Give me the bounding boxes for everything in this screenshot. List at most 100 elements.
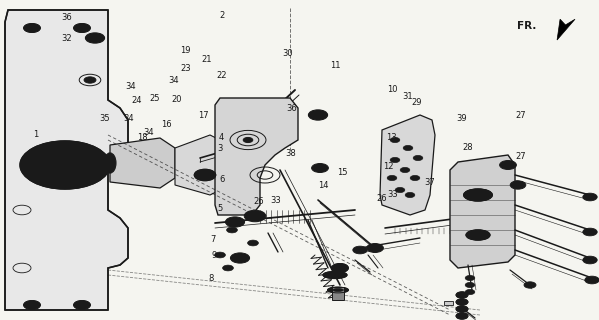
Text: 2: 2 <box>219 11 224 20</box>
Ellipse shape <box>470 192 485 198</box>
Text: 14: 14 <box>318 181 329 190</box>
Ellipse shape <box>464 189 492 201</box>
Circle shape <box>465 283 475 288</box>
Text: 23: 23 <box>180 64 191 73</box>
Polygon shape <box>175 135 220 195</box>
Text: 3: 3 <box>218 144 223 153</box>
Circle shape <box>583 228 597 236</box>
Circle shape <box>403 145 413 151</box>
Polygon shape <box>380 115 435 215</box>
Circle shape <box>405 192 415 197</box>
Ellipse shape <box>328 273 341 277</box>
Text: 31: 31 <box>402 92 413 100</box>
Circle shape <box>223 265 234 271</box>
Text: 15: 15 <box>337 168 348 177</box>
Text: 32: 32 <box>62 34 72 43</box>
Circle shape <box>225 217 244 227</box>
Circle shape <box>456 306 468 312</box>
Text: 34: 34 <box>125 82 136 91</box>
Circle shape <box>332 264 349 273</box>
Text: 18: 18 <box>137 133 147 142</box>
Text: 34: 34 <box>123 114 134 123</box>
Text: 34: 34 <box>168 76 179 84</box>
Circle shape <box>395 188 405 193</box>
Circle shape <box>23 300 40 309</box>
Circle shape <box>231 253 250 263</box>
Text: 38: 38 <box>285 149 296 158</box>
Circle shape <box>387 175 397 180</box>
Ellipse shape <box>332 289 343 292</box>
Circle shape <box>353 246 367 254</box>
Circle shape <box>244 210 266 222</box>
Polygon shape <box>215 98 298 215</box>
Text: 36: 36 <box>62 13 72 22</box>
Text: 7: 7 <box>210 236 215 244</box>
Text: 22: 22 <box>216 71 227 80</box>
Circle shape <box>456 299 468 305</box>
Circle shape <box>53 159 77 172</box>
Text: 34: 34 <box>143 128 154 137</box>
Text: 27: 27 <box>516 111 527 120</box>
Text: 20: 20 <box>171 95 182 104</box>
Text: 36: 36 <box>286 104 297 113</box>
Text: 33: 33 <box>387 190 398 199</box>
Circle shape <box>84 77 96 83</box>
Circle shape <box>465 289 475 294</box>
Text: 25: 25 <box>149 94 160 103</box>
Text: 26: 26 <box>376 194 387 203</box>
Polygon shape <box>110 138 175 188</box>
Text: 33: 33 <box>270 196 281 204</box>
Text: 17: 17 <box>198 111 209 120</box>
Polygon shape <box>557 19 575 40</box>
Circle shape <box>226 227 237 233</box>
Text: FR.: FR. <box>518 20 537 31</box>
Circle shape <box>390 138 400 143</box>
Ellipse shape <box>104 153 116 173</box>
Circle shape <box>308 110 328 120</box>
Circle shape <box>20 141 110 189</box>
Circle shape <box>456 313 468 319</box>
Text: 16: 16 <box>161 120 172 129</box>
Text: 10: 10 <box>387 85 398 94</box>
Circle shape <box>37 150 94 180</box>
Text: 9: 9 <box>212 252 217 260</box>
Circle shape <box>214 252 225 258</box>
Text: 37: 37 <box>425 178 435 187</box>
Bar <box>444 301 453 305</box>
Circle shape <box>585 276 599 284</box>
Circle shape <box>247 240 258 246</box>
Text: 1: 1 <box>34 130 38 139</box>
Circle shape <box>23 24 40 33</box>
Text: 11: 11 <box>330 61 341 70</box>
Circle shape <box>86 33 105 43</box>
Text: 35: 35 <box>99 114 110 123</box>
Text: 21: 21 <box>201 55 212 64</box>
Circle shape <box>583 256 597 264</box>
Text: 4: 4 <box>219 133 224 142</box>
Circle shape <box>524 282 536 288</box>
Text: 5: 5 <box>218 204 223 212</box>
Circle shape <box>311 164 328 172</box>
Ellipse shape <box>466 230 490 240</box>
Circle shape <box>194 169 216 181</box>
Circle shape <box>456 292 468 298</box>
Polygon shape <box>5 10 128 310</box>
Text: 13: 13 <box>386 133 397 142</box>
Text: 8: 8 <box>209 274 214 283</box>
Circle shape <box>465 276 475 281</box>
Circle shape <box>410 175 420 180</box>
Ellipse shape <box>472 232 484 237</box>
Circle shape <box>500 161 516 170</box>
Bar <box>332 287 344 300</box>
Ellipse shape <box>328 287 349 293</box>
Circle shape <box>390 157 400 163</box>
Circle shape <box>243 138 253 143</box>
Text: 30: 30 <box>282 49 293 58</box>
Text: 28: 28 <box>462 143 473 152</box>
Circle shape <box>583 193 597 201</box>
Text: 19: 19 <box>180 46 191 55</box>
Polygon shape <box>450 155 515 268</box>
Circle shape <box>510 181 526 189</box>
Circle shape <box>367 244 383 252</box>
Ellipse shape <box>323 271 347 278</box>
